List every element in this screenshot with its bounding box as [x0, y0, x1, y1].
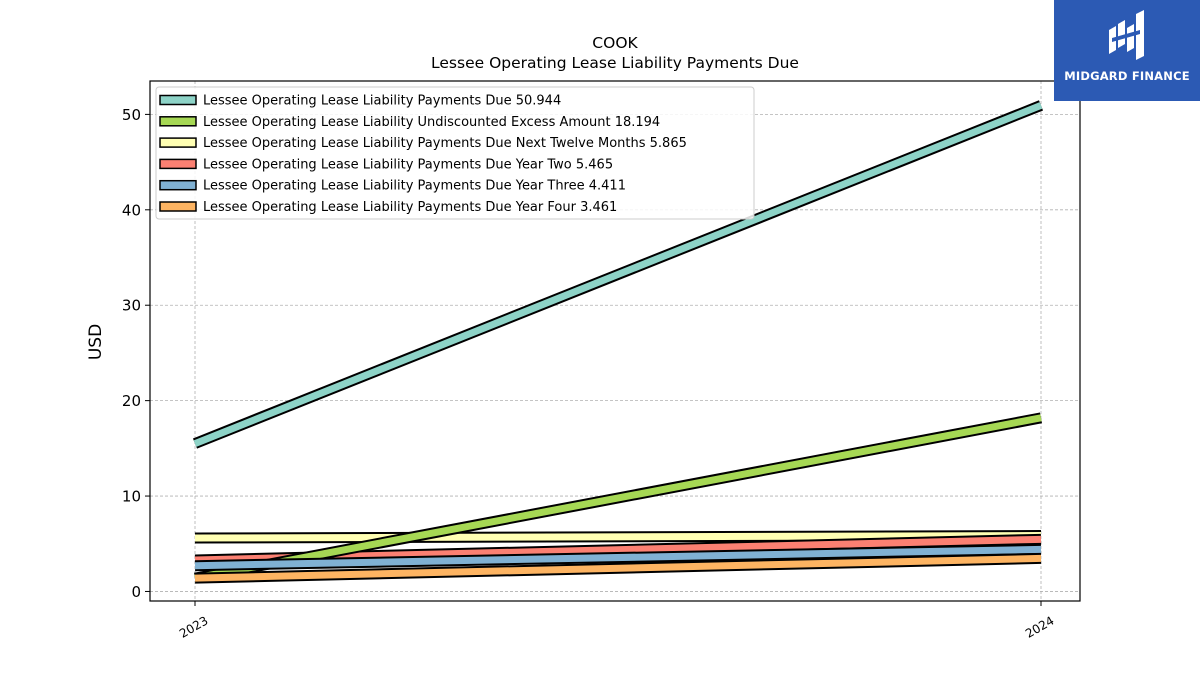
midgard-finance-logo: MIDGARD FINANCE — [1054, 0, 1200, 101]
legend-label: Lessee Operating Lease Liability Payment… — [203, 94, 561, 109]
legend-label: Lessee Operating Lease Liability Payment… — [203, 179, 626, 194]
logo-text: MIDGARD FINANCE — [1064, 69, 1190, 83]
axes: 0 10 20 30 40 50 2023 2024 — [122, 106, 1057, 641]
series-layer — [192, 100, 1044, 584]
legend-swatch — [159, 116, 197, 127]
legend-label: Lessee Operating Lease Liability Payment… — [203, 157, 613, 172]
y-tick-label: 0 — [131, 583, 141, 601]
series-line — [193, 102, 1043, 447]
series-line — [194, 554, 1042, 582]
legend: Lessee Operating Lease Liability Payment… — [155, 86, 755, 220]
legend-label: Lessee Operating Lease Liability Payment… — [203, 136, 687, 151]
legend-label: Lessee Operating Lease Liability Payment… — [203, 200, 617, 215]
legend-swatch — [159, 158, 197, 170]
y-tick-label: 50 — [122, 106, 141, 124]
series-line — [194, 414, 1042, 582]
legend-swatch — [159, 201, 197, 212]
y-tick-label: 10 — [122, 488, 141, 506]
chart-title: COOK — [592, 34, 638, 52]
plot-frame — [149, 80, 1081, 602]
x-tick-label: 2024 — [1023, 613, 1056, 640]
legend-swatch — [159, 94, 197, 106]
y-tick-label: 40 — [122, 201, 141, 219]
midgard-logo-icon — [1109, 10, 1144, 60]
legend-label: Lessee Operating Lease Liability Undisco… — [203, 115, 660, 130]
y-tick-label: 30 — [122, 297, 141, 315]
legend-swatch — [159, 179, 197, 191]
series-line — [194, 545, 1042, 570]
legend-swatch — [159, 137, 197, 148]
legend-box — [155, 86, 755, 220]
series-line — [194, 531, 1042, 542]
y-axis-label: USD — [86, 324, 106, 360]
x-tick-label: 2023 — [177, 613, 210, 640]
y-tick-label: 20 — [122, 392, 141, 410]
chart-subtitle: Lessee Operating Lease Liability Payment… — [431, 54, 799, 72]
